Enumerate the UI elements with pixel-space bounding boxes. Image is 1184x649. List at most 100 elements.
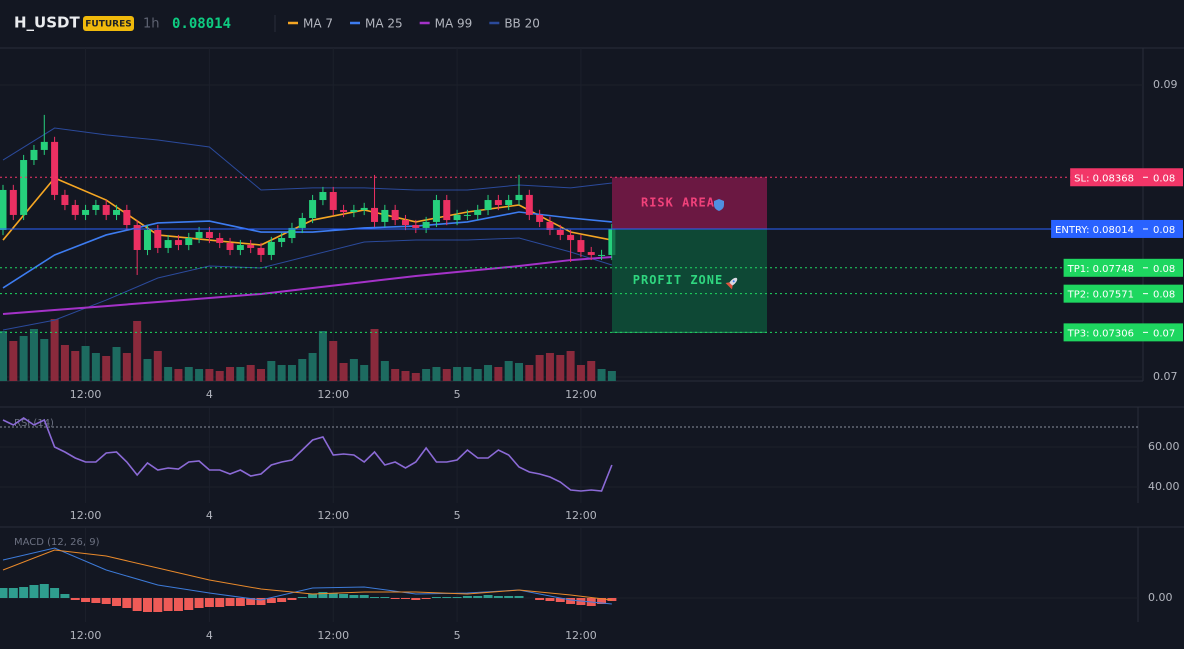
volume-bar bbox=[195, 369, 204, 381]
legend-label: MA 7 bbox=[303, 17, 333, 31]
volume-bar bbox=[504, 361, 513, 381]
candle-body bbox=[174, 240, 182, 246]
volume-bar bbox=[0, 331, 7, 381]
macd-histogram-bar bbox=[442, 597, 452, 598]
candle-body bbox=[443, 200, 451, 221]
x-tick-label: 12:00 bbox=[70, 629, 102, 642]
candle-body bbox=[164, 240, 172, 248]
last-price: 0.08014 bbox=[172, 16, 231, 32]
candle-body bbox=[474, 209, 482, 215]
candle-body bbox=[40, 141, 48, 150]
macd-histogram-bar bbox=[380, 597, 390, 598]
price-label-bg bbox=[1051, 219, 1183, 238]
macd-histogram-bar bbox=[318, 592, 328, 598]
volume-bar bbox=[473, 369, 482, 381]
candle-body bbox=[92, 205, 100, 210]
volume-bar bbox=[576, 365, 585, 381]
symbol: H_USDT bbox=[14, 14, 80, 32]
candle-body bbox=[494, 200, 502, 206]
volume-bar bbox=[298, 359, 307, 381]
candle-body bbox=[453, 214, 461, 221]
shield-icon bbox=[714, 199, 724, 211]
macd-histogram-bar bbox=[462, 596, 472, 598]
volume-bar bbox=[349, 359, 358, 381]
zone bbox=[612, 177, 767, 229]
volume-bar bbox=[453, 367, 462, 381]
candle-body bbox=[30, 149, 38, 161]
candle-body bbox=[51, 141, 59, 195]
macd-histogram-bar bbox=[173, 598, 183, 611]
candle-body bbox=[205, 232, 213, 239]
macd-histogram-bar bbox=[452, 597, 462, 598]
x-tick-label: 12:00 bbox=[70, 509, 102, 522]
macd-histogram-bar bbox=[0, 588, 8, 598]
macd-histogram-bar bbox=[473, 596, 483, 598]
volume-bar bbox=[9, 341, 18, 381]
macd-histogram-bar bbox=[431, 597, 441, 598]
volume-bar bbox=[463, 367, 472, 381]
macd-histogram-bar bbox=[297, 597, 307, 598]
macd-histogram-bar bbox=[204, 598, 214, 607]
macd-histogram-bar bbox=[504, 596, 514, 598]
volume-bar bbox=[545, 353, 554, 381]
candle-body bbox=[401, 220, 409, 226]
macd-histogram-bar bbox=[101, 598, 111, 604]
legend-label: MA 25 bbox=[365, 17, 403, 31]
macd-histogram-bar bbox=[184, 598, 194, 610]
macd-histogram-bar bbox=[225, 598, 235, 606]
candle-body bbox=[61, 194, 69, 206]
candle-body bbox=[350, 209, 358, 213]
candle-body bbox=[236, 245, 244, 250]
candle-body bbox=[329, 192, 337, 210]
macd-histogram-bar bbox=[132, 598, 142, 611]
x-tick-label: 12:00 bbox=[565, 388, 597, 401]
zone-label: RISK AREA bbox=[641, 196, 715, 210]
candle-body bbox=[319, 192, 327, 201]
volume-bar bbox=[133, 321, 142, 381]
candle-body bbox=[185, 238, 193, 246]
macd-histogram-bar bbox=[194, 598, 204, 608]
x-tick-label: 12:00 bbox=[565, 509, 597, 522]
candle-body bbox=[247, 245, 255, 248]
bb-lower bbox=[2, 237, 613, 331]
macd-histogram-bar bbox=[287, 598, 297, 600]
candle-body bbox=[340, 209, 348, 213]
macd-histogram-bar bbox=[359, 595, 369, 598]
candle-body bbox=[133, 225, 141, 250]
candle-body bbox=[226, 242, 234, 250]
macd-histogram-bar bbox=[91, 598, 101, 603]
candle-body bbox=[422, 221, 430, 228]
volume-bar bbox=[484, 365, 493, 381]
candle-body bbox=[505, 200, 513, 206]
price-line-label: TP3: 0.07306 bbox=[1067, 328, 1134, 339]
y-tick-label: 0.09 bbox=[1153, 78, 1178, 91]
volume-bar bbox=[122, 353, 131, 381]
macd-title: MACD (12, 26, 9) bbox=[14, 537, 100, 548]
price-line-label: TP1: 0.07748 bbox=[1067, 264, 1134, 275]
x-tick-label: 12:00 bbox=[317, 629, 349, 642]
macd-histogram-bar bbox=[328, 593, 338, 598]
x-tick-label: 4 bbox=[206, 509, 213, 522]
volume-bar bbox=[153, 351, 162, 381]
macd-histogram-bar bbox=[535, 598, 545, 600]
volume-bar bbox=[442, 369, 451, 381]
volume-bar bbox=[318, 331, 327, 381]
volume-bar bbox=[607, 371, 616, 381]
macd-histogram-bar bbox=[39, 584, 49, 598]
x-tick-label: 5 bbox=[454, 629, 461, 642]
volume-bar bbox=[494, 367, 503, 381]
macd-histogram-bar bbox=[514, 596, 524, 598]
candle-body bbox=[587, 252, 595, 255]
legend-label: BB 20 bbox=[504, 17, 540, 31]
macd-histogram-bar bbox=[153, 598, 163, 612]
candle-body bbox=[123, 209, 131, 226]
macd-histogram-bar bbox=[122, 598, 132, 608]
candle-body bbox=[71, 205, 79, 215]
x-tick-label: 12:00 bbox=[317, 509, 349, 522]
macd-histogram-bar bbox=[545, 598, 555, 601]
price-label-bg bbox=[1063, 284, 1183, 303]
price-axis-label: 0.08 bbox=[1153, 264, 1175, 275]
volume-bar bbox=[267, 361, 276, 381]
legend-label: MA 99 bbox=[435, 17, 473, 31]
volume-bar bbox=[257, 369, 265, 381]
